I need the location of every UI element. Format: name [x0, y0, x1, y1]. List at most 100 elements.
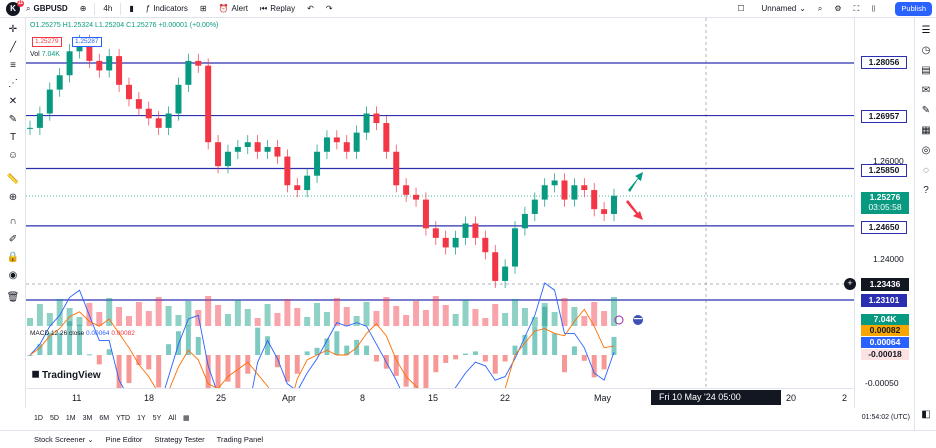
- compare-button[interactable]: ⊕: [74, 0, 93, 18]
- bid-box[interactable]: 1.25279: [32, 37, 62, 47]
- candle-body: [373, 113, 380, 124]
- range-1m[interactable]: 1M: [65, 414, 76, 422]
- macd-histogram-bar: [205, 355, 211, 388]
- templates-button[interactable]: ⊞: [194, 0, 213, 18]
- candle-body: [175, 84, 182, 114]
- eye-icon[interactable]: ◉: [8, 270, 18, 281]
- candle-body: [403, 185, 410, 195]
- range-5d[interactable]: 5D: [49, 414, 59, 422]
- measure-icon[interactable]: ✕: [8, 96, 18, 107]
- alerts-clock-icon[interactable]: ◷: [921, 45, 931, 56]
- chat-icon[interactable]: ✉: [921, 85, 931, 96]
- chart-type-button[interactable]: ▮: [123, 0, 139, 18]
- time-axis[interactable]: 11 18 25 Apr 8 15 22 May Fri 10 May '24 …: [26, 388, 854, 408]
- macd-histogram-bar: [443, 355, 449, 363]
- tab-stock-screener[interactable]: Stock Screener ⌄: [34, 435, 94, 444]
- volume-bar: [413, 301, 420, 326]
- chevron-down-icon: ⌄: [799, 4, 806, 13]
- lock-icon[interactable]: 🔒: [6, 252, 20, 263]
- calendar-range-icon[interactable]: ▦: [183, 415, 190, 422]
- chart-pane[interactable]: [26, 18, 854, 388]
- calendar-icon[interactable]: ▦: [921, 125, 931, 136]
- text-icon[interactable]: T: [9, 132, 17, 143]
- utc-clock[interactable]: 01:54:02 (UTC): [861, 414, 910, 421]
- range-1d[interactable]: 1D: [34, 414, 43, 422]
- range-all[interactable]: All: [168, 414, 177, 422]
- notifications-icon[interactable]: ◌: [923, 165, 929, 176]
- price-chart-svg[interactable]: [26, 18, 854, 388]
- crosshair-icon[interactable]: ✛: [8, 24, 18, 35]
- pattern-icon[interactable]: ⋰: [8, 78, 18, 89]
- macd-histogram-bar: [591, 355, 597, 378]
- zoom-icon[interactable]: ⊕: [8, 192, 18, 203]
- macd-histogram-bar: [453, 355, 459, 360]
- publish-button[interactable]: Publish: [895, 2, 932, 16]
- volume-bar: [165, 306, 172, 326]
- volume-bar: [205, 296, 212, 326]
- volume-bar: [224, 314, 231, 326]
- help-icon[interactable]: ?: [923, 185, 929, 196]
- brush-icon[interactable]: ✎: [8, 114, 18, 125]
- ideas-icon[interactable]: ✎: [921, 105, 931, 116]
- range-ytd[interactable]: YTD: [116, 414, 131, 422]
- panels-icon[interactable]: ◧: [921, 409, 931, 420]
- magnet-icon[interactable]: ∩: [9, 216, 17, 227]
- layout-menu[interactable]: ☐ Unnamed ⌄: [737, 4, 806, 13]
- settings-button[interactable]: ⚙: [828, 0, 847, 18]
- alert-button[interactable]: ⏰ Alert: [218, 4, 248, 13]
- level-label: 1.25850: [861, 164, 907, 177]
- trash-icon[interactable]: 🗑: [6, 292, 20, 303]
- emoji-icon[interactable]: ☺: [7, 150, 19, 161]
- volume-bar: [482, 318, 489, 326]
- candle-body: [314, 151, 321, 176]
- ask-box[interactable]: 1.25287: [72, 37, 102, 47]
- undo-button[interactable]: ↶: [301, 0, 320, 18]
- volume-bar: [383, 297, 390, 326]
- ruler-icon[interactable]: 📏: [6, 174, 20, 185]
- volume-bar: [422, 310, 429, 326]
- signal-icon[interactable]: ◎: [921, 145, 931, 156]
- tab-strategy-tester[interactable]: Strategy Tester: [154, 435, 205, 444]
- macd-histogram-bar: [314, 347, 320, 355]
- macd-histogram-bar: [502, 355, 508, 362]
- range-3m[interactable]: 3M: [82, 414, 93, 422]
- quick-search-button[interactable]: ⌕: [812, 0, 828, 18]
- tab-pine-editor[interactable]: Pine Editor: [105, 435, 143, 444]
- redo-button[interactable]: ↷: [320, 0, 339, 18]
- watchlist-icon[interactable]: ☰: [921, 25, 931, 36]
- add-alert-plus-icon[interactable]: +: [844, 278, 856, 290]
- indicators-button[interactable]: ƒ Indicators: [145, 4, 188, 13]
- range-5y[interactable]: 5Y: [152, 414, 162, 422]
- macd-histogram-bar: [245, 355, 251, 374]
- volume-bar: [254, 318, 261, 326]
- draw-mode-icon[interactable]: ✐: [8, 234, 18, 245]
- tab-trading-panel[interactable]: Trading Panel: [216, 435, 264, 444]
- volume-bar: [46, 313, 53, 326]
- candle-body: [106, 56, 113, 71]
- replay-icon: ⏮: [260, 3, 268, 13]
- macd-histogram-bar: [185, 325, 191, 355]
- data-window-icon[interactable]: ▤: [921, 65, 931, 76]
- macd-histogram-bar: [413, 355, 419, 388]
- volume-bar: [284, 299, 291, 326]
- fib-icon[interactable]: ≡: [10, 60, 16, 71]
- volume-bar: [155, 297, 162, 326]
- price-axis[interactable]: 1.28056 1.26957 1.26000 1.25850 1.25276 0…: [854, 18, 914, 408]
- replay-button[interactable]: ⏮ Replay: [260, 3, 296, 14]
- volume-bar: [195, 310, 202, 326]
- candle-body: [284, 156, 291, 186]
- candle-body: [27, 127, 33, 129]
- candle-body: [274, 146, 281, 157]
- trend-line-icon[interactable]: ╱: [9, 42, 17, 53]
- symbol-search[interactable]: ⌕ GBPUSD: [26, 3, 68, 14]
- volume-bar: [106, 298, 113, 326]
- user-avatar[interactable]: K 11: [6, 0, 24, 16]
- interval-button[interactable]: 4h: [103, 4, 113, 13]
- candles-icon: ▮: [129, 4, 134, 13]
- range-6m[interactable]: 6M: [99, 414, 110, 422]
- range-1y[interactable]: 1Y: [137, 414, 146, 422]
- candle-body: [561, 180, 568, 200]
- fullscreen-button[interactable]: ⛶: [848, 0, 866, 18]
- snapshot-button[interactable]: ⌷: [865, 0, 882, 18]
- macd-histogram-bar: [106, 349, 112, 355]
